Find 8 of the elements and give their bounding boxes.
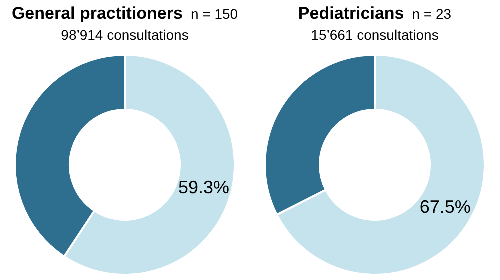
chart-subtitle: n = 150 xyxy=(190,6,238,22)
chart-title: Pediatricians xyxy=(298,4,404,23)
text: 98’914 consultations xyxy=(60,26,190,45)
text: 15’661 consultations xyxy=(310,26,440,45)
chart-title: General practitioners xyxy=(12,4,183,23)
chart-subtitle: n = 23 xyxy=(412,6,452,22)
data-label: 59.3% xyxy=(178,178,230,198)
data-label: 67.5% xyxy=(420,197,471,218)
